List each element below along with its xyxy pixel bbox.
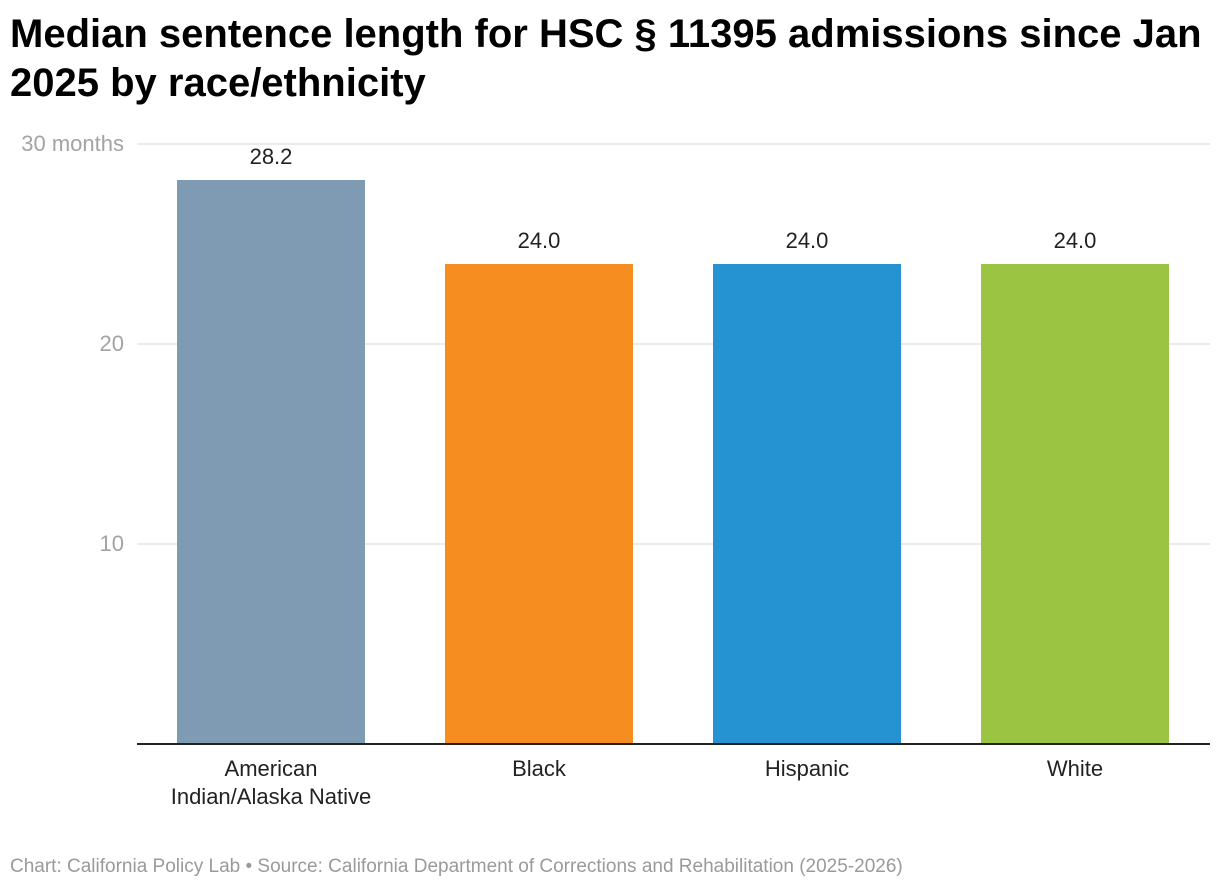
bar (981, 264, 1169, 744)
bar (177, 180, 365, 744)
value-labels: 28.2 24.0 24.0 24.0 (250, 144, 1097, 253)
x-tick-label: Black (512, 756, 567, 781)
x-tick-label: Hispanic (765, 756, 849, 781)
x-axis-tick-labels: American Indian/Alaska Native Black Hispani… (171, 756, 1103, 809)
bar (445, 264, 633, 744)
value-label: 24.0 (1054, 228, 1097, 253)
y-axis-tick-labels: 10 20 30 months (21, 131, 124, 556)
y-tick-label: 20 (100, 331, 124, 356)
value-label: 24.0 (786, 228, 829, 253)
chart-footer: Chart: California Policy Lab • Source: C… (10, 856, 903, 877)
y-tick-label: 10 (100, 531, 124, 556)
x-tick-label: White (1047, 756, 1103, 781)
y-tick-label: 30 months (21, 131, 124, 156)
x-tick-label: American Indian/Alaska Native (171, 756, 372, 809)
bar (713, 264, 901, 744)
value-label: 24.0 (518, 228, 561, 253)
chart-title: Median sentence length for HSC § 11395 a… (10, 12, 1202, 105)
bars (177, 180, 1169, 744)
value-label: 28.2 (250, 144, 293, 169)
